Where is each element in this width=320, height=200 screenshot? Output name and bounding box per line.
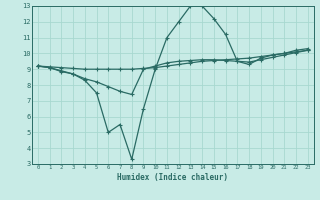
X-axis label: Humidex (Indice chaleur): Humidex (Indice chaleur): [117, 173, 228, 182]
